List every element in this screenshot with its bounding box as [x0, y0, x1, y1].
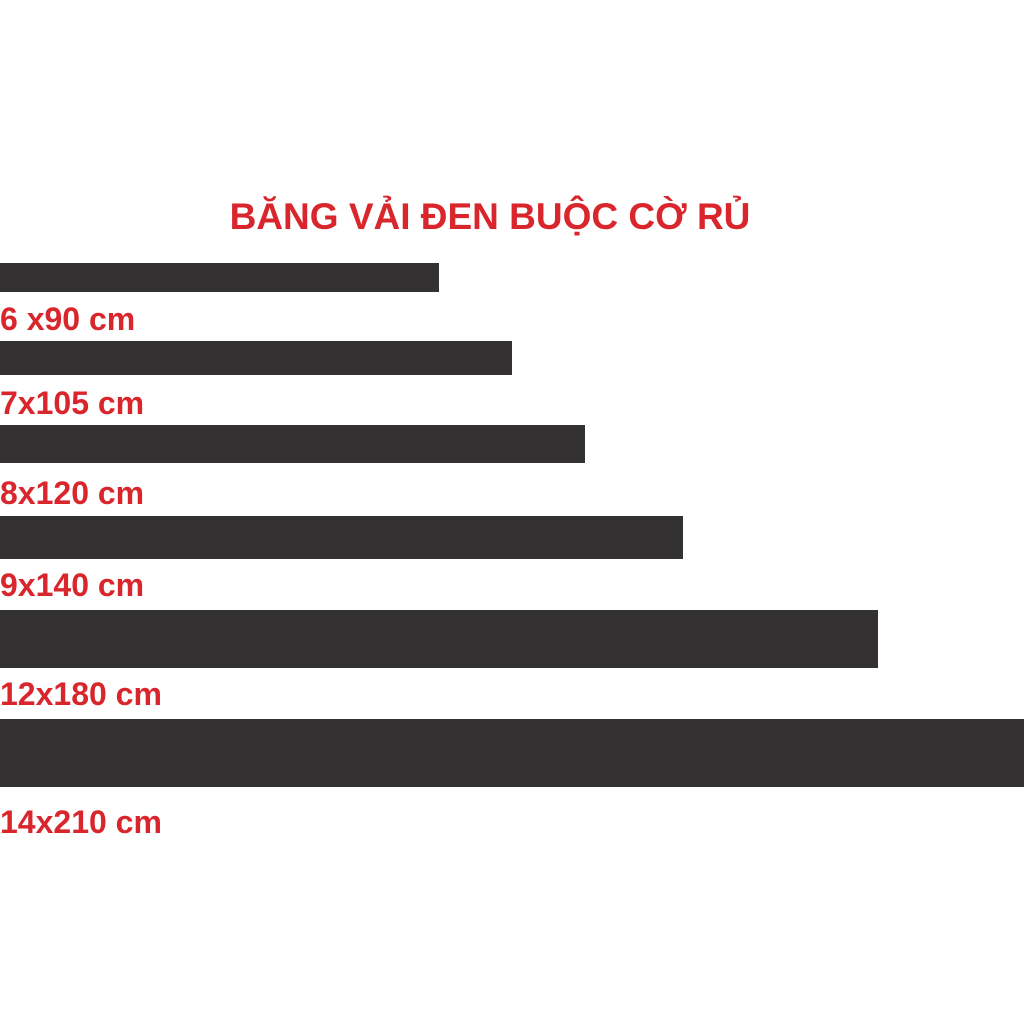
size-label: 7x105 cm [0, 385, 144, 421]
ribbon [0, 610, 878, 668]
size-label: 14x210 cm [0, 804, 162, 840]
ribbon [0, 263, 439, 292]
size-label: 12x180 cm [0, 676, 162, 712]
size-label: 8x120 cm [0, 475, 144, 511]
size-label: 6 x90 cm [0, 301, 135, 337]
title: BĂNG VẢI ĐEN BUỘC CỜ RỦ [230, 195, 751, 237]
size-label: 9x140 cm [0, 567, 144, 603]
ribbon [0, 341, 512, 375]
ribbon [0, 425, 585, 463]
ribbon [0, 719, 1024, 787]
ribbon [0, 516, 683, 559]
